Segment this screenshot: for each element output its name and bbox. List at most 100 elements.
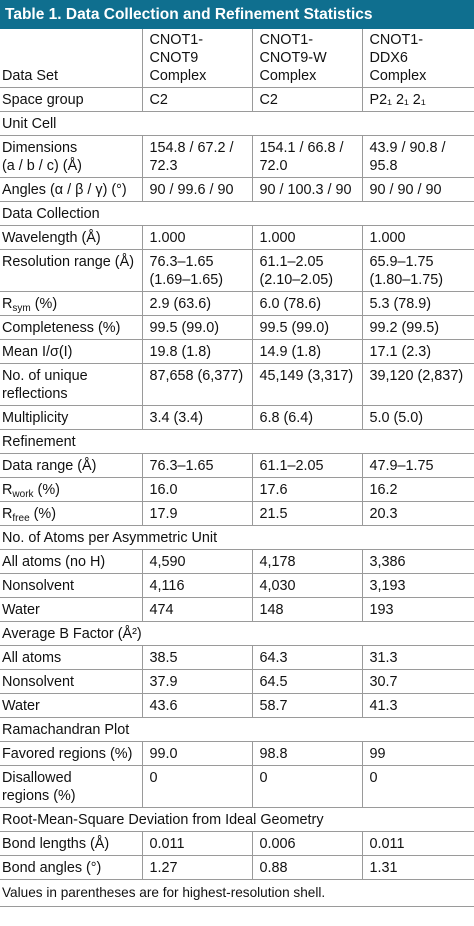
section-header-row: Ramachandran Plot — [0, 717, 474, 742]
table-row: All atoms (no H) 4,590 4,178 3,386 — [0, 549, 474, 574]
value-line: 154.8 / 67.2 / — [149, 140, 234, 156]
table-row: Rwork (%) 16.0 17.6 16.2 — [0, 477, 474, 502]
value-cell: 61.1–2.05 (2.10–2.05) — [252, 249, 363, 292]
value-cell: 0 — [362, 765, 474, 808]
table-row: Bond lengths (Å) 0.011 0.006 0.011 — [0, 831, 474, 856]
header-ddx6-complex: CNOT1- DDX6 Complex — [362, 29, 474, 88]
row-label-part: work — [12, 489, 34, 500]
value-cell: 4,178 — [252, 549, 363, 574]
header-line: Complex — [149, 68, 207, 84]
row-label: All atoms (no H) — [0, 549, 143, 574]
section-header-label: No. of Atoms per Asymmetric Unit — [0, 525, 474, 550]
value-cell: 38.5 — [142, 645, 253, 670]
table-row: All atoms 38.5 64.3 31.3 — [0, 645, 474, 670]
row-label: Space group — [0, 87, 143, 112]
value-line: 95.8 — [369, 158, 398, 174]
value-cell: 21.5 — [252, 501, 363, 526]
section-header-row: Unit Cell — [0, 111, 474, 136]
value-cell: 17.1 (2.3) — [362, 339, 474, 364]
section-header-row: No. of Atoms per Asymmetric Unit — [0, 525, 474, 550]
section-header-row: Root-Mean-Square Deviation from Ideal Ge… — [0, 807, 474, 832]
row-label-line: Dimensions — [2, 140, 78, 156]
table-row: Wavelength (Å) 1.000 1.000 1.000 — [0, 225, 474, 250]
value-cell: 0 — [142, 765, 253, 808]
table-row: No. of unique reflections 87,658 (6,377) 45… — [0, 363, 474, 406]
column-header-row: Data Set CNOT1- CNOT9 Complex CNOT1- CNO… — [0, 29, 474, 88]
value-cell: 154.8 / 67.2 / 72.3 — [142, 135, 253, 178]
value-cell: 76.3–1.65 — [142, 453, 253, 478]
row-label-line: reflections — [2, 386, 68, 402]
value-cell: 17.9 — [142, 501, 253, 526]
value-cell: 1.000 — [252, 225, 363, 250]
value-cell: 193 — [362, 597, 474, 622]
value-cell: 64.3 — [252, 645, 363, 670]
row-label-part: R — [2, 296, 13, 312]
table-row: Space group C2 C2 P2₁ 2₁ 2₁ — [0, 87, 474, 112]
table-row: Favored regions (%) 99.0 98.8 99 — [0, 741, 474, 766]
value-cell: 99.0 — [142, 741, 253, 766]
row-label: Bond angles (°) — [0, 855, 143, 880]
table-row: Data range (Å) 76.3–1.65 61.1–2.05 47.9–1.7… — [0, 453, 474, 478]
row-label: Rfree (%) — [0, 501, 143, 526]
value-cell: 43.6 — [142, 693, 253, 718]
table-row: Water 43.6 58.7 41.3 — [0, 693, 474, 718]
header-line: Complex — [259, 68, 317, 84]
table-row: Nonsolvent 4,116 4,030 3,193 — [0, 573, 474, 598]
footnote: Values in parentheses are for highest-re… — [0, 879, 474, 907]
value-cell: 0.011 — [362, 831, 474, 856]
value-cell: 4,116 — [142, 573, 253, 598]
value-cell: 19.8 (1.8) — [142, 339, 253, 364]
value-line: (2.10–2.05) — [259, 272, 334, 288]
value-cell: 16.0 — [142, 477, 253, 502]
table-row: Dimensions (a / b / c) (Å) 154.8 / 67.2 / 7… — [0, 135, 474, 178]
row-label-line: No. of unique — [2, 368, 88, 384]
value-cell: 0.006 — [252, 831, 363, 856]
value-cell: 65.9–1.75 (1.80–1.75) — [362, 249, 474, 292]
header-line: CNOT1- — [369, 32, 424, 48]
value-cell: 64.5 — [252, 669, 363, 694]
value-cell: 1.27 — [142, 855, 253, 880]
row-label: Completeness (%) — [0, 315, 143, 340]
value-cell: 76.3–1.65 (1.69–1.65) — [142, 249, 253, 292]
section-header-label: Root-Mean-Square Deviation from Ideal Ge… — [0, 807, 474, 832]
table-row: Nonsolvent 37.9 64.5 30.7 — [0, 669, 474, 694]
statistics-table: Data Set CNOT1- CNOT9 Complex CNOT1- CNO… — [0, 29, 474, 907]
value-cell: 90 / 100.3 / 90 — [252, 177, 363, 202]
table-row: Rfree (%) 17.9 21.5 20.3 — [0, 501, 474, 526]
footnote-row: Values in parentheses are for highest-re… — [0, 879, 474, 907]
value-cell: 0.88 — [252, 855, 363, 880]
header-line: Complex — [369, 68, 427, 84]
row-label: No. of unique reflections — [0, 363, 143, 406]
row-label-part: R — [2, 506, 13, 522]
value-line: (1.69–1.65) — [149, 272, 224, 288]
row-label: Multiplicity — [0, 405, 143, 430]
value-line: 65.9–1.75 — [369, 254, 434, 270]
table-title: Table 1. Data Collection and Refinement … — [0, 0, 474, 29]
table-row: Multiplicity 3.4 (3.4) 6.8 (6.4) 5.0 (5.0) — [0, 405, 474, 430]
row-label: Rwork (%) — [0, 477, 143, 502]
row-label-line: (a / b / c) (Å) — [2, 158, 82, 174]
value-cell: 61.1–2.05 — [252, 453, 363, 478]
row-label-line: Disallowed — [2, 770, 72, 786]
value-cell: C2 — [252, 87, 363, 112]
row-label: Disallowed regions (%) — [0, 765, 143, 808]
row-label: Nonsolvent — [0, 573, 143, 598]
row-label: Dimensions (a / b / c) (Å) — [0, 135, 143, 178]
value-cell: 6.8 (6.4) — [252, 405, 363, 430]
value-cell: P2₁ 2₁ 2₁ — [362, 87, 474, 112]
value-cell: 0 — [252, 765, 363, 808]
section-header-label: Ramachandran Plot — [0, 717, 474, 742]
value-cell: 17.6 — [252, 477, 363, 502]
row-label: Wavelength (Å) — [0, 225, 143, 250]
table-row: Resolution range (Å) 76.3–1.65 (1.69–1.65)… — [0, 249, 474, 292]
row-label: Favored regions (%) — [0, 741, 143, 766]
table-row: Bond angles (°) 1.27 0.88 1.31 — [0, 855, 474, 880]
row-label-part: sym — [12, 303, 31, 314]
table-row: Mean I/σ(I) 19.8 (1.8) 14.9 (1.8) 17.1 (2.3… — [0, 339, 474, 364]
value-cell: 4,030 — [252, 573, 363, 598]
value-line: 76.3–1.65 — [149, 254, 214, 270]
header-cnot9-complex: CNOT1- CNOT9 Complex — [142, 29, 253, 88]
row-label: Water — [0, 693, 143, 718]
value-cell: 0.011 — [142, 831, 253, 856]
